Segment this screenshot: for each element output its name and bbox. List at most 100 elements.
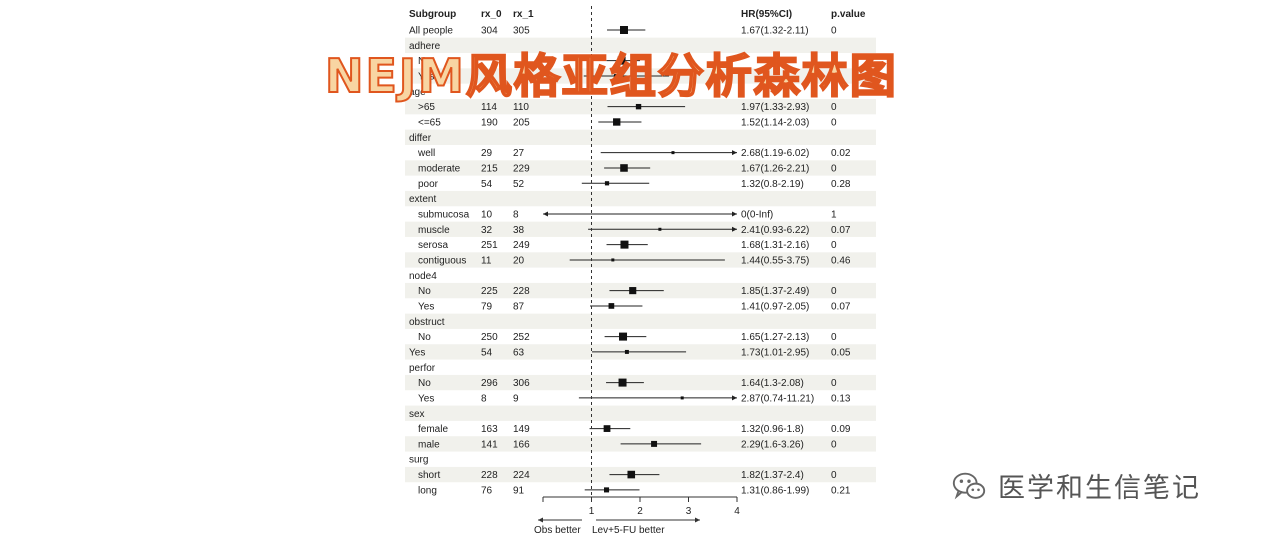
point-estimate [611, 258, 615, 262]
subgroup-label: female [418, 424, 448, 435]
rx0-value: 8 [481, 393, 487, 404]
rx1-value: 229 [513, 163, 530, 174]
rx0-value: 225 [481, 286, 498, 297]
hr-ci-value: 1.44(0.55-3.75) [741, 255, 809, 266]
point-estimate [613, 74, 618, 78]
rx0-value: 296 [481, 378, 498, 389]
subgroup-label: >65 [418, 102, 435, 113]
rx1-value: 8 [513, 209, 519, 220]
p-value: 0 [831, 102, 837, 113]
subgroup-label: well [417, 148, 435, 159]
p-value: 1 [831, 209, 837, 220]
point-estimate [629, 287, 637, 295]
left-direction-label: Obs better [534, 525, 581, 536]
subgroup-label: contiguous [418, 255, 466, 266]
p-value: 0.07 [831, 225, 851, 236]
p-value: 0 [831, 56, 837, 67]
rx1-value: 20 [513, 255, 525, 266]
subgroup-label: serosa [418, 240, 448, 251]
ci-arrow-right [732, 226, 737, 232]
right-arrowhead [695, 517, 700, 523]
rx0-value: 141 [481, 439, 498, 450]
hr-ci-value: 1.52(1.14-2.03) [741, 117, 809, 128]
subgroup-label: No [418, 378, 431, 389]
subgroup-label: moderate [418, 163, 461, 174]
rx1-value: 63 [513, 347, 525, 358]
rx1-value: 305 [513, 26, 530, 37]
row-band [405, 190, 876, 207]
p-value: 0 [831, 26, 837, 37]
point-estimate [603, 425, 611, 432]
group-label: obstruct [409, 317, 445, 328]
rx0-value: 251 [481, 240, 498, 251]
x-tick-label: 3 [686, 506, 692, 517]
rx1-value: 149 [513, 424, 530, 435]
rx1-value: 87 [513, 301, 525, 312]
subgroup-label: male [418, 439, 440, 450]
point-estimate [635, 103, 642, 110]
rx1-value: 252 [513, 332, 530, 343]
ci-arrow-left [543, 211, 548, 217]
row-band [405, 405, 876, 421]
subgroup-label: <=65 [418, 117, 441, 128]
p-value: 0.02 [831, 148, 851, 159]
rx0-value: 29 [481, 148, 493, 159]
p-value: 0 [831, 163, 837, 174]
header-rx1: rx_1 [513, 9, 534, 20]
ci-arrow-right [732, 150, 737, 156]
hr-ci-value: 1.32(0.96-1.8) [741, 424, 804, 435]
rx1-value: 91 [513, 485, 525, 496]
hr-ci-value: 1.73(1.01-2.95) [741, 347, 809, 358]
point-estimate [619, 332, 628, 341]
rx0-value: 54 [481, 179, 493, 190]
hr-ci-value: 1.31(0.86-1.99) [741, 485, 809, 496]
rx1-value: 306 [513, 378, 530, 389]
watermark: 医学和生信笔记 [950, 466, 1201, 505]
subgroup-label: poor [418, 179, 439, 190]
hr-ci-value: 1.67(1.26-2.21) [741, 163, 809, 174]
subgroup-label: Yes [418, 301, 434, 312]
hr-ci-value: 1.64(1.3-2.08) [741, 378, 804, 389]
rx0-value: 250 [481, 332, 498, 343]
p-value: 0.07 [831, 301, 851, 312]
point-estimate [671, 151, 675, 155]
subgroup-label: submucosa [418, 209, 470, 220]
p-value: 0 [831, 470, 837, 481]
point-estimate [604, 487, 610, 493]
rx1-value: 38 [513, 225, 525, 236]
rx1-value: 27 [513, 148, 525, 159]
p-value: 0.21 [831, 485, 851, 496]
header-rx0: rx_0 [481, 9, 502, 20]
rx0-value: 79 [481, 301, 493, 312]
ci-arrow-right [732, 395, 737, 401]
p-value: 0 [831, 439, 837, 450]
hr-ci-value: 1.32(0.8-2.19) [741, 179, 804, 190]
x-tick-label: 4 [734, 506, 740, 517]
subgroup-label: All people [409, 26, 453, 37]
point-estimate [624, 349, 629, 354]
ci-arrow-right [732, 211, 737, 217]
point-estimate [651, 440, 658, 447]
rx0-value: 215 [481, 163, 498, 174]
group-label: perfor [409, 363, 436, 374]
right-direction-label: Lev+5-FU better [592, 525, 665, 536]
title-banner: NEJM风格亚组分析森林图 [324, 48, 898, 104]
subgroup-label: No [418, 56, 431, 67]
row-band [405, 129, 876, 145]
point-estimate [618, 378, 627, 387]
group-label: sex [409, 409, 425, 420]
p-value: 0.13 [831, 393, 851, 404]
rx0-value: 32 [481, 225, 493, 236]
rx1-value: 249 [513, 240, 530, 251]
rx0-value: 76 [481, 485, 493, 496]
hr-ci-value: 1.97(1.33-2.93) [741, 102, 809, 113]
rx1-value: 52 [513, 179, 525, 190]
rx1-value: 110 [513, 102, 529, 113]
subgroup-label: Yes [409, 347, 425, 358]
hr-ci-value: 2.41(0.93-6.22) [741, 225, 809, 236]
rx1-value: 224 [513, 470, 530, 481]
subgroup-label: short [418, 470, 440, 481]
point-estimate [620, 164, 628, 172]
p-value: 0.28 [831, 179, 851, 190]
